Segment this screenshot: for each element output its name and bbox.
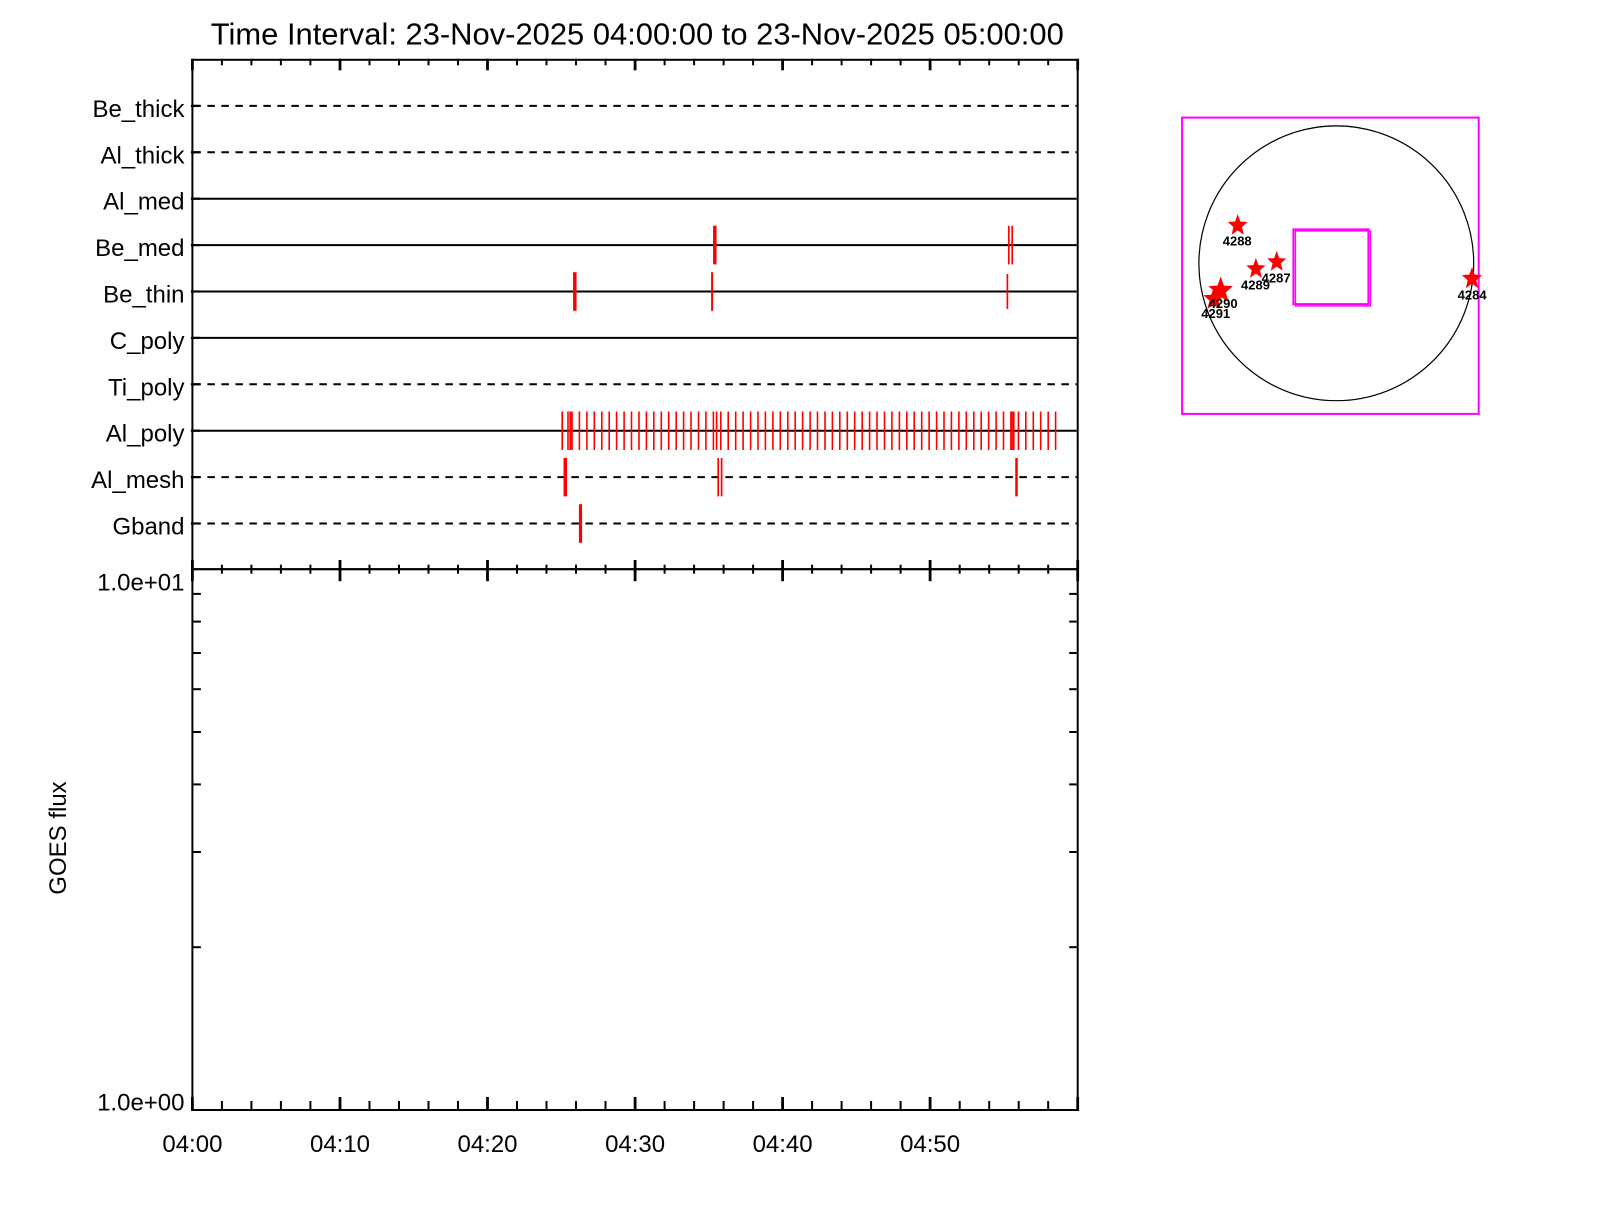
svg-text:4284: 4284 [1458,288,1488,303]
svg-text:Be_med: Be_med [95,235,184,262]
svg-text:Be_thin: Be_thin [103,282,184,309]
svg-text:Al_poly: Al_poly [106,421,185,448]
svg-text:C_poly: C_poly [110,328,185,355]
svg-text:04:10: 04:10 [310,1131,370,1158]
svg-text:Be_thick: Be_thick [92,96,185,123]
svg-text:Al_thick: Al_thick [100,142,185,169]
svg-text:1.0e+00: 1.0e+00 [97,1089,184,1116]
svg-text:GOES flux: GOES flux [45,781,72,894]
svg-text:04:40: 04:40 [753,1131,813,1158]
svg-text:4290: 4290 [1209,296,1238,311]
svg-text:04:20: 04:20 [457,1131,517,1158]
svg-text:4289: 4289 [1241,277,1270,292]
svg-text:04:00: 04:00 [162,1131,222,1158]
svg-text:4291: 4291 [1201,306,1230,321]
svg-text:04:30: 04:30 [605,1131,665,1158]
svg-text:Al_med: Al_med [103,189,184,216]
svg-text:04:50: 04:50 [900,1131,960,1158]
svg-text:4288: 4288 [1223,234,1252,249]
svg-text:Al_mesh: Al_mesh [91,467,184,494]
svg-text:4287: 4287 [1262,271,1291,286]
svg-text:Time Interval: 23-Nov-2025 04:: Time Interval: 23-Nov-2025 04:00:00 to 2… [211,17,1064,52]
svg-text:Gband: Gband [112,514,184,541]
svg-text:Ti_poly: Ti_poly [108,374,184,401]
svg-text:1.0e+01: 1.0e+01 [97,569,184,596]
